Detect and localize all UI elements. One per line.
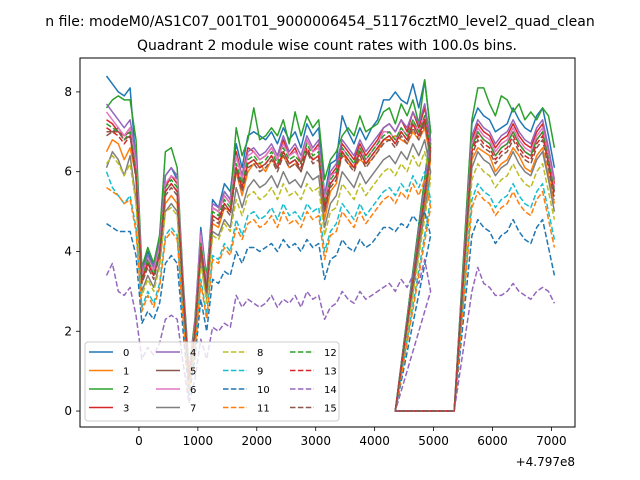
- y-tick-label: 0: [64, 404, 72, 418]
- x-tick-label: 1000: [183, 434, 214, 448]
- y-tick-label: 4: [64, 244, 72, 258]
- x-tick-label: 7000: [536, 434, 567, 448]
- legend-label-3: 3: [123, 404, 129, 415]
- legend-label-2: 2: [123, 385, 129, 396]
- series-line-2: [105, 79, 556, 412]
- chart-title: Quadrant 2 module wise count rates with …: [137, 38, 517, 54]
- legend-label-7: 7: [190, 404, 196, 415]
- legend-label-1: 1: [123, 367, 129, 378]
- y-axis: 0 2 4 6 8: [64, 85, 80, 418]
- series-line-4: [105, 103, 556, 412]
- series-line-9: [105, 170, 556, 412]
- x-tick-label: 4000: [359, 434, 390, 448]
- legend-label-14: 14: [324, 385, 337, 396]
- chart-suptitle: n file: modeM0/AS1C07_001T01_9000006454_…: [45, 14, 594, 30]
- x-tick-label: 2000: [242, 434, 273, 448]
- series-line-10: [106, 210, 556, 412]
- legend-label-8: 8: [257, 348, 263, 359]
- x-tick-label: 6000: [477, 434, 508, 448]
- x-axis: 0 1000 2000 3000 4000 5000 6000 7000: [135, 427, 567, 448]
- legend-label-6: 6: [190, 385, 196, 396]
- x-offset-label: +4.797e8: [516, 455, 575, 469]
- legend-label-4: 4: [190, 348, 196, 359]
- y-tick-label: 6: [64, 165, 72, 179]
- legend-label-9: 9: [257, 367, 263, 378]
- legend-label-10: 10: [257, 385, 270, 396]
- x-tick-label: 5000: [418, 434, 449, 448]
- x-tick-label: 3000: [300, 434, 331, 448]
- series-line-15: [106, 123, 556, 412]
- legend-label-12: 12: [324, 348, 337, 359]
- series-line-11: [106, 178, 556, 412]
- series-line-8: [105, 150, 556, 412]
- x-tick-label: 0: [135, 434, 143, 448]
- legend-label-11: 11: [257, 404, 270, 415]
- series-line-14: [105, 258, 556, 412]
- y-tick-label: 8: [64, 85, 72, 99]
- axes-frame: [79, 57, 576, 428]
- legend-label-15: 15: [324, 404, 337, 415]
- series-line-6: [105, 111, 556, 412]
- series-line-13: [106, 119, 556, 412]
- plot-area: [105, 75, 556, 412]
- y-tick-label: 2: [64, 324, 72, 338]
- legend-label-5: 5: [190, 367, 196, 378]
- legend-box: [84, 341, 340, 422]
- series-line-7: [105, 139, 556, 412]
- legend-label-13: 13: [324, 367, 337, 378]
- legend-label-0: 0: [123, 348, 129, 359]
- series-line-12: [106, 115, 556, 412]
